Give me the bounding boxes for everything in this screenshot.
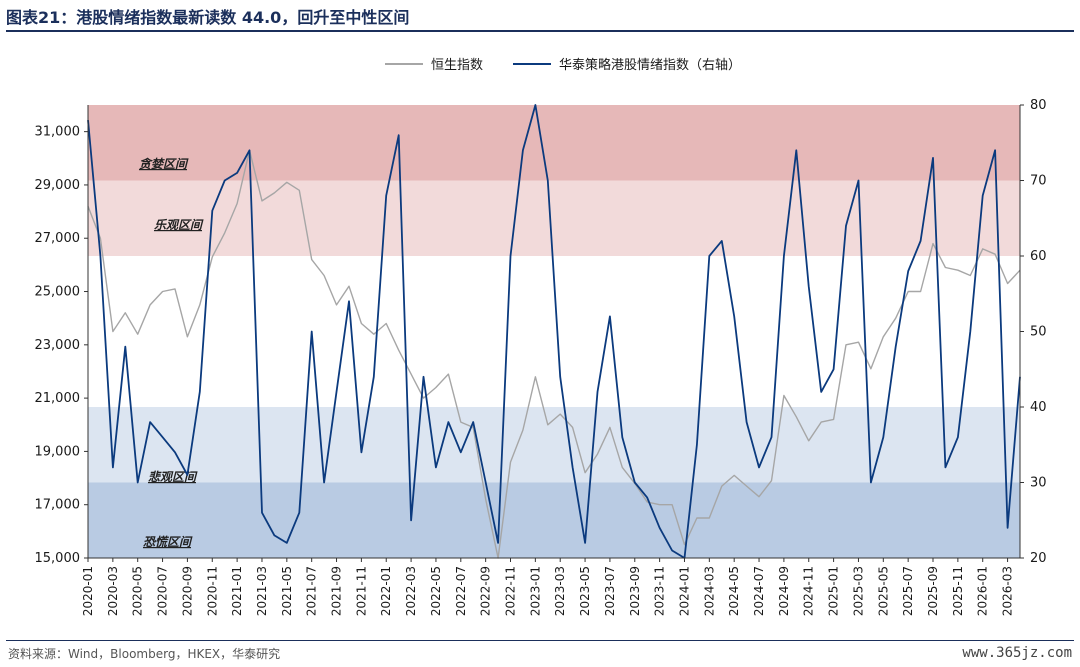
x-tick-label: 2024-05 [727,566,741,616]
x-tick-label: 2025-01 [827,566,841,616]
x-tick-label: 2021-05 [280,566,294,616]
legend-swatch-sentiment [513,62,552,65]
x-tick-label: 2021-11 [354,566,368,616]
x-tick-label: 2020-01 [81,566,95,616]
left-tick-label: 23,000 [35,338,81,353]
series-group [87,104,1021,559]
zone-band-1 [88,180,1020,256]
x-tick-label: 2024-03 [702,566,716,616]
right-tick-label: 40 [1030,400,1047,415]
watermark: www.365jz.com [962,645,1072,661]
zone-band-3 [88,482,1020,558]
right-tick-label: 70 [1030,174,1047,189]
x-tick-label: 2025-09 [926,566,940,616]
legend-label-sentiment: 华泰策略港股情绪指数（右轴） [559,58,742,73]
x-tick-label: 2020-03 [106,566,120,616]
x-tick-label: 2023-01 [528,566,542,616]
x-tick-label: 2025-05 [876,566,890,616]
x-tick-label: 2026-03 [1001,566,1015,616]
zone-label-1: 乐观区间 [154,218,204,232]
x-tick-label: 2020-05 [131,566,145,616]
left-tick-label: 19,000 [35,444,81,459]
legend-item-sentiment: 华泰策略港股情绪指数（右轴） [513,54,741,73]
legend-swatch-hsi [385,62,423,65]
x-tick-label: 2023-11 [653,566,667,616]
left-tick-label: 31,000 [35,125,81,140]
x-tick-label: 2023-03 [553,566,567,616]
zone-band-2 [88,407,1020,483]
x-tick-label: 2024-07 [752,566,766,616]
x-tick-label: 2021-07 [305,566,319,616]
legend: 恒生指数 华泰策略港股情绪指数（右轴） [385,54,741,73]
x-tick-label: 2024-09 [777,566,791,616]
x-tick-label: 2023-05 [578,566,592,616]
x-tick-label: 2023-07 [603,566,617,616]
x-tick-label: 2024-01 [677,566,691,616]
left-tick-label: 15,000 [35,551,81,566]
zone-band-0 [88,105,1020,181]
legend-label-hsi: 恒生指数 [431,58,484,73]
right-tick-label: 80 [1030,98,1047,113]
zone-bands [88,105,1020,558]
chart-title: 图表21：港股情绪指数最新读数 44.0，回升至中性区间 [6,8,410,27]
right-tick-label: 30 [1030,476,1047,491]
x-tick-label: 2022-09 [479,566,493,616]
source-note: 资料来源：Wind，Bloomberg，HKEX，华泰研究 [8,647,281,661]
right-tick-label: 60 [1030,249,1047,264]
x-tick-label: 2025-07 [901,566,915,616]
right-tick-label: 50 [1030,325,1047,340]
x-tick-label: 2022-03 [404,566,418,616]
x-tick-label: 2020-11 [205,566,219,616]
title-rule [6,30,1074,32]
left-tick-label: 29,000 [35,178,81,193]
legend-item-hsi: 恒生指数 [385,54,483,73]
x-tick-label: 2022-11 [504,566,518,616]
left-tick-label: 17,000 [35,498,81,513]
x-tick-label: 2026-01 [976,566,990,616]
x-tick-label: 2024-11 [802,566,816,616]
footer-rule [6,640,1074,641]
zone-label-3: 恐慌区间 [143,535,193,549]
x-tick-label: 2025-11 [951,566,965,616]
zone-label-2: 悲观区间 [148,470,198,484]
left-tick-label: 27,000 [35,231,81,246]
x-tick-label: 2020-09 [180,566,194,616]
x-tick-label: 2021-01 [230,566,244,616]
x-tick-label: 2023-09 [628,566,642,616]
right-tick-label: 20 [1030,551,1047,566]
x-tick-label: 2021-09 [330,566,344,616]
left-tick-label: 25,000 [35,285,81,300]
x-tick-label: 2020-07 [156,566,170,616]
series-line-1 [87,104,1021,559]
series-line-0 [87,149,1021,559]
left-tick-label: 21,000 [35,391,81,406]
x-tick-label: 2021-03 [255,566,269,616]
x-tick-label: 2022-05 [429,566,443,616]
x-tick-label: 2022-07 [454,566,468,616]
zone-label-0: 贪婪区间 [139,157,189,171]
axes-group: 15,000 17,000 19,000 21,000 23,000 25,000 27,0… [35,98,1047,616]
x-tick-label: 2022-01 [379,566,393,616]
x-tick-label: 2025-03 [851,566,865,616]
